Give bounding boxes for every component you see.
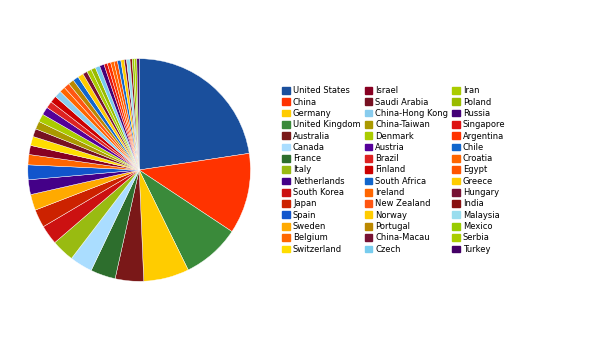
Wedge shape bbox=[139, 59, 249, 170]
Wedge shape bbox=[47, 102, 139, 170]
Wedge shape bbox=[51, 97, 139, 170]
Wedge shape bbox=[36, 121, 139, 170]
Wedge shape bbox=[44, 170, 139, 242]
Wedge shape bbox=[39, 114, 139, 170]
Wedge shape bbox=[60, 87, 139, 170]
Wedge shape bbox=[43, 107, 139, 170]
Wedge shape bbox=[132, 59, 139, 170]
Wedge shape bbox=[126, 59, 139, 170]
Wedge shape bbox=[73, 77, 139, 170]
Wedge shape bbox=[69, 80, 139, 170]
Wedge shape bbox=[134, 59, 139, 170]
Wedge shape bbox=[137, 59, 139, 170]
Wedge shape bbox=[124, 59, 139, 170]
Wedge shape bbox=[104, 63, 139, 170]
Wedge shape bbox=[115, 170, 144, 281]
Wedge shape bbox=[139, 153, 250, 232]
Wedge shape bbox=[139, 170, 232, 270]
Wedge shape bbox=[33, 129, 139, 170]
Wedge shape bbox=[100, 64, 139, 170]
Wedge shape bbox=[121, 60, 139, 170]
Wedge shape bbox=[29, 146, 139, 170]
Wedge shape bbox=[28, 154, 139, 170]
Wedge shape bbox=[87, 70, 139, 170]
Wedge shape bbox=[96, 66, 139, 170]
Legend: United States, China, Germany, United Kingdom, Australia, Canada, France, Italy,: United States, China, Germany, United Ki… bbox=[283, 86, 505, 254]
Wedge shape bbox=[64, 84, 139, 170]
Wedge shape bbox=[31, 170, 139, 210]
Wedge shape bbox=[56, 91, 139, 170]
Wedge shape bbox=[91, 68, 139, 170]
Wedge shape bbox=[130, 59, 139, 170]
Wedge shape bbox=[35, 170, 139, 227]
Wedge shape bbox=[111, 62, 139, 170]
Wedge shape bbox=[71, 170, 139, 270]
Wedge shape bbox=[78, 74, 139, 170]
Wedge shape bbox=[83, 72, 139, 170]
Wedge shape bbox=[114, 61, 139, 170]
Wedge shape bbox=[28, 165, 139, 180]
Wedge shape bbox=[91, 170, 139, 279]
Wedge shape bbox=[117, 60, 139, 170]
Wedge shape bbox=[54, 170, 139, 258]
Wedge shape bbox=[107, 63, 139, 170]
Wedge shape bbox=[139, 170, 188, 281]
Wedge shape bbox=[28, 170, 139, 194]
Wedge shape bbox=[31, 136, 139, 170]
